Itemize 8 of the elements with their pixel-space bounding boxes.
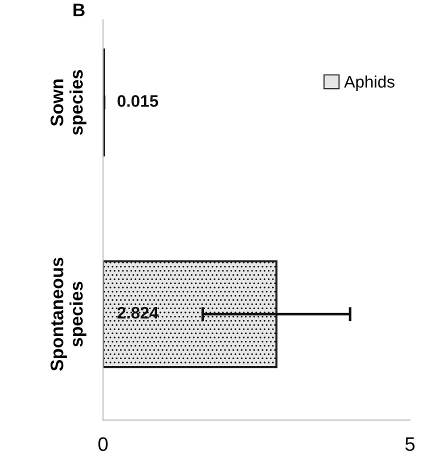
data-label: 0.015 bbox=[118, 95, 158, 107]
chart-title: B bbox=[74, 4, 85, 16]
y-tick-label: Sown species bbox=[50, 70, 86, 135]
legend-label: Aphids bbox=[344, 75, 394, 92]
x-tick-label: 5 bbox=[405, 437, 415, 451]
data-label: 2.824 bbox=[118, 306, 159, 319]
x-tick-label: 0 bbox=[98, 437, 108, 451]
y-tick-label: Spontaneous species bbox=[50, 258, 86, 371]
